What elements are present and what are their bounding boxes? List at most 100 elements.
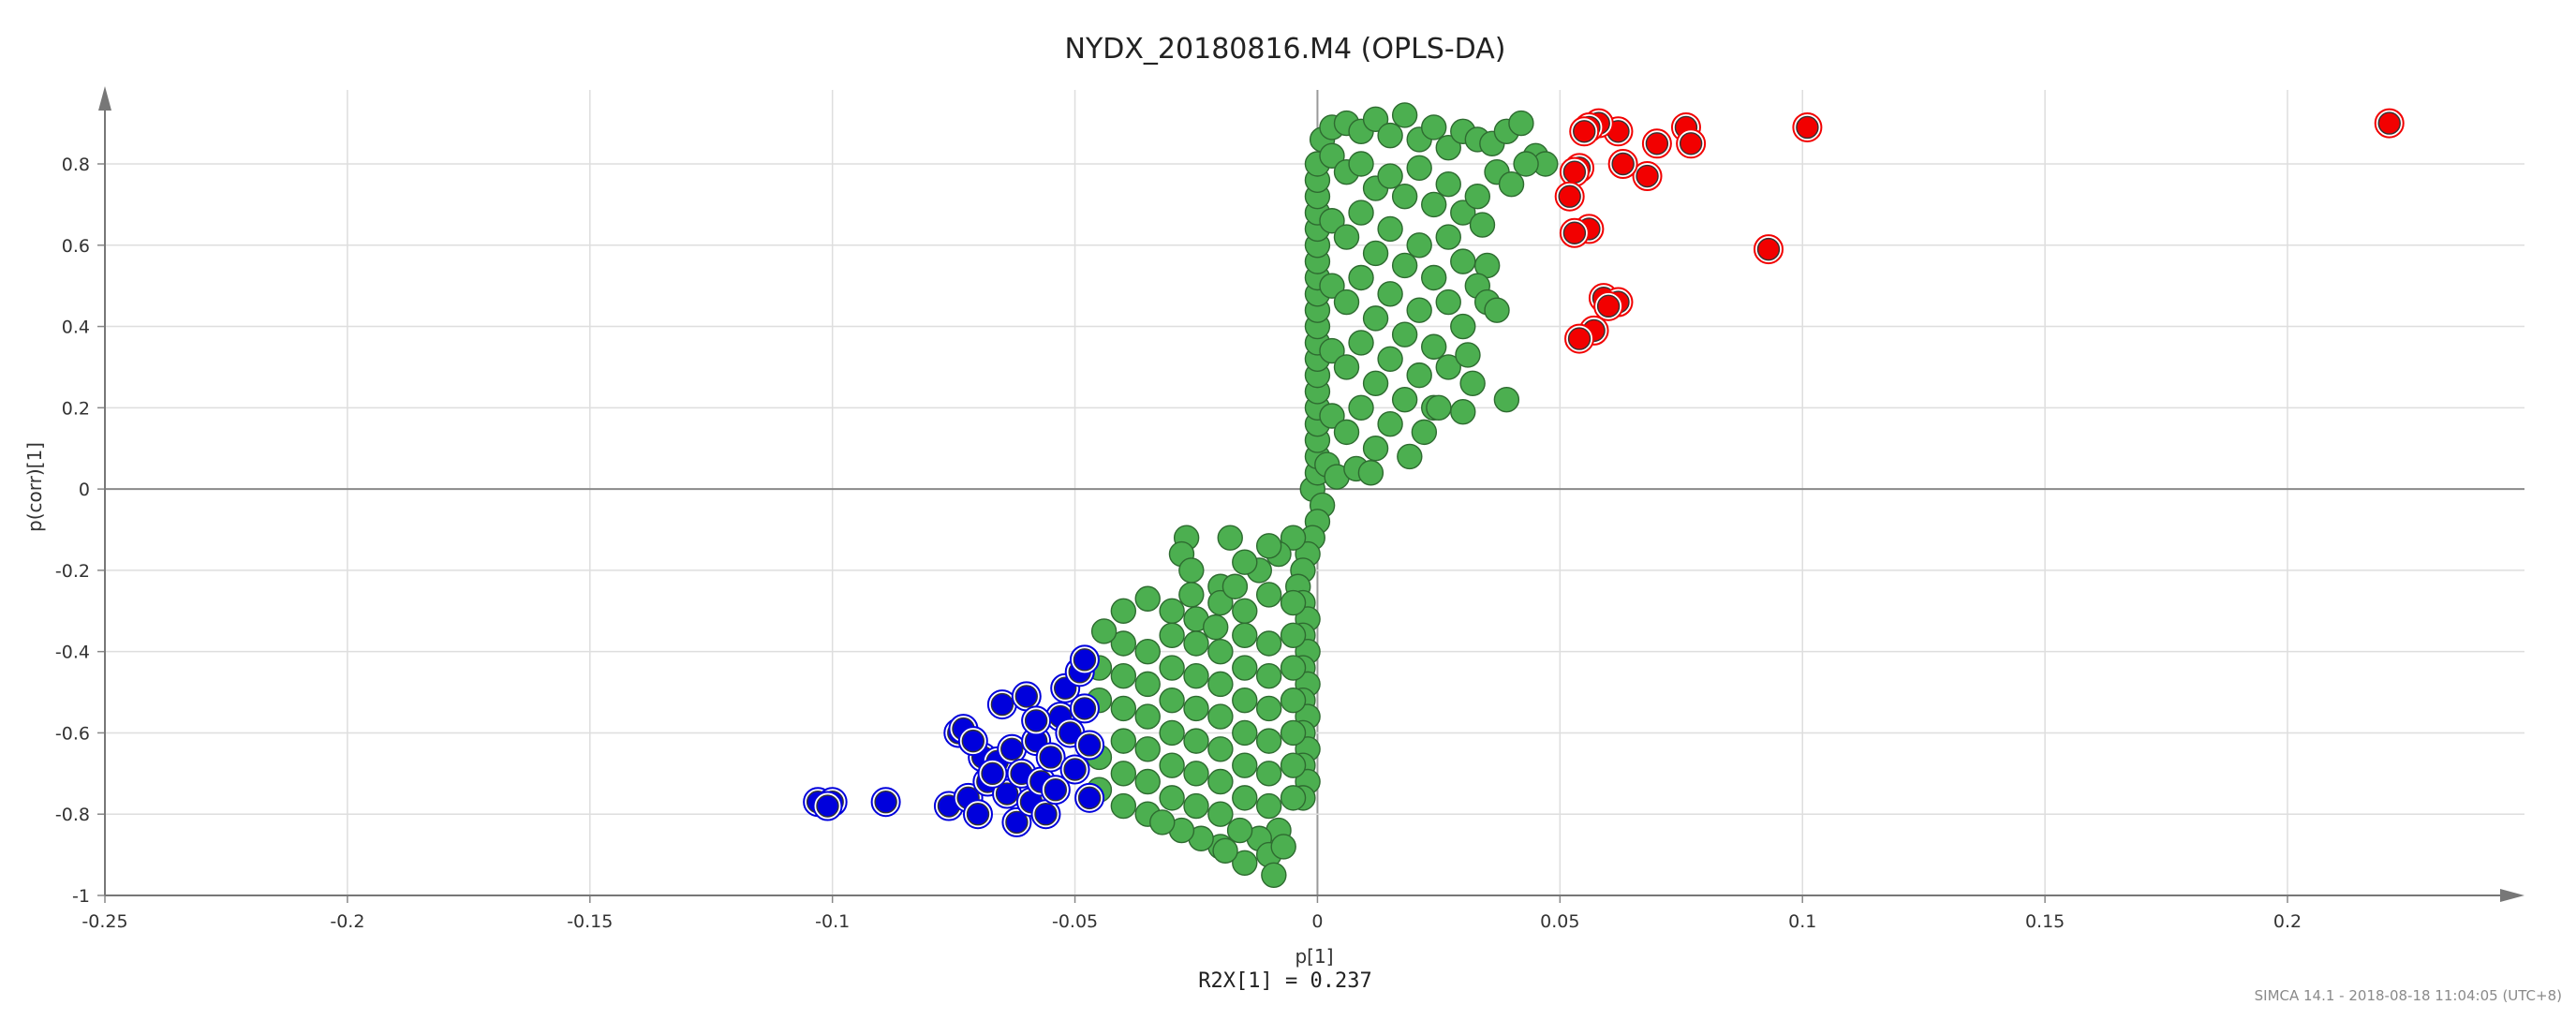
data-point [1044,777,1068,802]
data-point [1207,768,1234,795]
data-point [874,791,897,814]
data-point [1207,703,1234,730]
data-point [1679,132,1703,155]
data-point [1450,200,1476,226]
data-point [1573,120,1596,143]
data-point [1421,333,1447,360]
y-tick-label: 0 [79,480,90,500]
data-point [1450,398,1476,425]
data-point [1255,761,1282,787]
data-point [1645,132,1669,155]
data-point [1183,792,1209,820]
data-point [1280,589,1307,616]
x-tick-label: -0.2 [330,911,364,932]
x-tick-label: -0.25 [81,911,127,932]
data-point [1232,785,1258,811]
data-point [1333,419,1360,446]
x-axis-label: p[1] [1295,945,1333,968]
data-point [1110,663,1137,689]
data-point [1319,142,1345,170]
data-point [816,794,839,818]
data-point [1110,598,1137,624]
data-point [1280,752,1307,778]
data-point [1362,305,1389,332]
data-point [1319,273,1345,299]
data-point [1207,638,1234,665]
data-point [1796,115,1819,140]
data-point [1450,313,1476,340]
data-point [1377,281,1403,307]
data-point [1255,630,1282,657]
data-point [1270,834,1296,860]
data-point [1110,728,1137,754]
data-point [1377,163,1403,189]
y-tick-label: 0.6 [62,236,90,257]
data-point [966,803,990,826]
data-point [1077,786,1102,810]
software-footer: SIMCA 14.1 - 2018-08-18 11:04:05 (UTC+8) [2255,987,2562,1004]
data-point [1459,370,1486,396]
data-point [1232,655,1258,681]
data-point [1134,703,1161,730]
data-point [1406,362,1432,389]
data-point [1159,622,1185,649]
data-point [1255,582,1282,608]
data-point [1498,170,1525,198]
data-point [1178,582,1205,608]
y-axis-label: p(corr)[1] [23,442,46,532]
data-point [1110,695,1137,722]
data-point [1362,240,1389,267]
data-point [1513,151,1539,177]
data-point [1319,403,1345,429]
data-point [1319,208,1345,234]
y-tick-label: 0.2 [62,398,90,419]
data-point [1426,394,1452,421]
data-point [1406,297,1432,323]
data-point [961,729,985,753]
data-point [1348,200,1374,226]
data-point [1207,589,1234,616]
data-point [1435,354,1461,380]
data-point [1063,758,1087,781]
y-tick-label: -0.6 [55,723,90,744]
x-tick-label: 0.15 [2025,911,2065,932]
x-tick-labels: -0.25 -0.2 -0.15 -0.1 -0.05 0 0.05 0.1 0.15 0.2 [81,911,2302,932]
data-point [1159,655,1185,681]
data-point [1348,394,1374,421]
data-point [1024,709,1048,732]
data-point [1435,170,1461,198]
r2x-annotation: R2X[1] = 0.237 [1198,969,1371,993]
data-point [1469,212,1496,238]
data-point [1435,224,1461,250]
data-point [1255,728,1282,754]
x-tick-label: 0.2 [2273,911,2302,932]
data-point [1000,737,1024,761]
x-tick-label: 0 [1311,911,1323,932]
axes [97,86,2524,903]
data-point [1207,801,1234,827]
data-point [1183,728,1209,754]
data-point [1280,655,1307,681]
data-point [1280,622,1307,649]
data-point [1255,695,1282,722]
data-point [1280,525,1307,551]
x-tick-label: -0.05 [1052,911,1098,932]
data-point [1232,850,1258,876]
data-point [1562,221,1587,244]
y-tick-label: -0.4 [55,643,90,663]
data-point [1421,191,1447,218]
data-point [1611,152,1635,176]
data-point [1484,297,1510,323]
data-point [1558,185,1581,208]
data-point [1178,557,1205,584]
data-point [1207,671,1234,698]
x-tick-label: 0.1 [1788,911,1816,932]
data-point [1348,330,1374,356]
y-tick-label: -0.8 [55,805,90,825]
data-point [1464,184,1491,210]
data-point [1134,736,1161,762]
data-point [1110,792,1137,820]
data-points [803,102,2405,889]
y-axis-arrow [98,86,111,111]
